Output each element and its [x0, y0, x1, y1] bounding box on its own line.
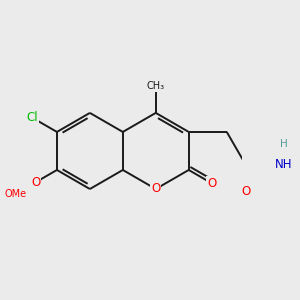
Text: O: O	[207, 177, 216, 190]
Text: O: O	[241, 185, 250, 198]
Text: O: O	[31, 176, 40, 189]
Text: CH₃: CH₃	[147, 81, 165, 91]
Text: OMe: OMe	[5, 189, 27, 199]
Text: O: O	[151, 182, 160, 196]
Text: H: H	[280, 139, 288, 149]
Text: NH: NH	[275, 158, 292, 171]
Text: Cl: Cl	[26, 111, 38, 124]
